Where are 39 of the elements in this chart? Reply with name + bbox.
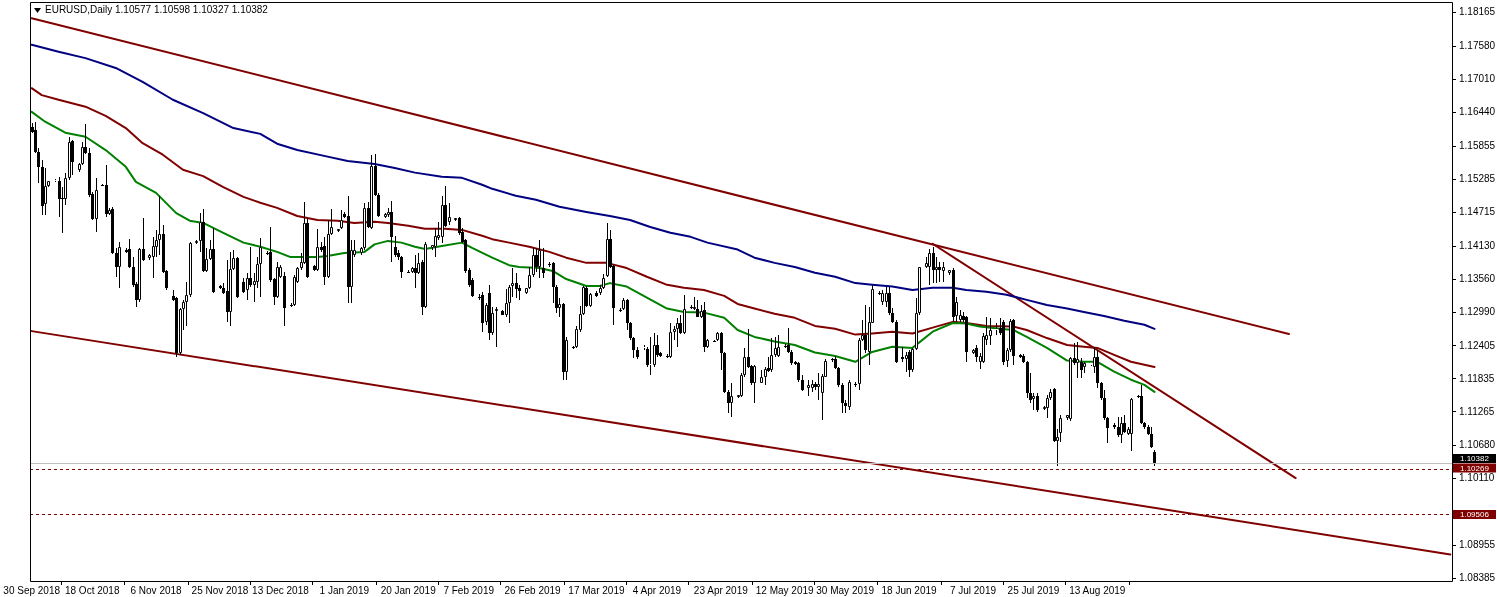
x-tick-label: 26 Feb 2019 xyxy=(504,584,562,596)
x-tick-label: 18 Jun 2019 xyxy=(881,584,938,596)
x-tick-label: 30 May 2019 xyxy=(816,584,875,596)
x-tick-label: 13 Dec 2018 xyxy=(252,584,310,596)
x-tick-label: 12 May 2019 xyxy=(755,584,815,596)
ref-line-label: 1.10382 xyxy=(1460,454,1490,464)
y-tick-label: 1.12405 xyxy=(1459,339,1496,351)
x-tick-label: 1 Jan 2019 xyxy=(319,584,370,596)
y-tick-label: 1.16440 xyxy=(1459,106,1496,118)
chart-title: EURUSD,Daily 1.10577 1.10598 1.10327 1.10382 xyxy=(45,4,268,16)
y-tick-label: 1.14715 xyxy=(1459,206,1496,218)
x-tick-label: 18 Oct 2018 xyxy=(64,584,120,596)
x-tick-label: 13 Aug 2019 xyxy=(1069,584,1126,596)
y-tick-label: 1.11835 xyxy=(1459,372,1495,384)
x-tick-label: 4 Apr 2019 xyxy=(632,584,682,596)
y-tick-label: 1.10680 xyxy=(1459,439,1496,451)
x-tick-label: 7 Jul 2019 xyxy=(949,584,997,596)
x-tick-label: 7 Feb 2019 xyxy=(443,584,495,596)
x-tick-label: 6 Nov 2018 xyxy=(130,584,183,596)
y-tick-label: 1.12990 xyxy=(1459,305,1496,317)
y-tick-label: 1.17580 xyxy=(1459,40,1496,52)
y-tick-label: 1.11265 xyxy=(1459,405,1495,417)
y-tick-label: 1.18165 xyxy=(1459,6,1496,18)
y-tick-label: 1.14130 xyxy=(1459,239,1496,251)
ref-line-label: 1.09506 xyxy=(1460,510,1490,520)
y-tick-label: 1.08955 xyxy=(1459,539,1496,551)
y-tick-label: 1.15855 xyxy=(1459,140,1496,152)
x-tick-label: 30 Sep 2018 xyxy=(3,584,61,596)
y-tick-label: 1.15285 xyxy=(1459,173,1496,185)
x-tick-label: 25 Nov 2018 xyxy=(191,584,249,596)
x-tick-label: 25 Jul 2019 xyxy=(1007,584,1060,596)
x-tick-label: 20 Jan 2019 xyxy=(380,584,437,596)
x-tick-label: 23 Apr 2019 xyxy=(693,584,749,596)
y-tick-label: 1.10110 xyxy=(1459,472,1495,484)
y-tick-label: 1.13560 xyxy=(1459,272,1496,284)
y-tick-label: 1.17010 xyxy=(1459,73,1496,85)
y-tick-label: 1.08385 xyxy=(1459,572,1496,584)
x-tick-label: 17 Mar 2019 xyxy=(568,584,625,596)
ref-line-label: 1.10269 xyxy=(1460,463,1490,473)
